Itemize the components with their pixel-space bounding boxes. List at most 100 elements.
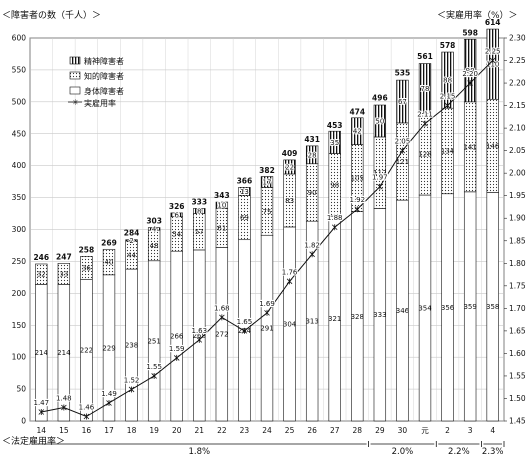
left-axis-ticks: 0 50 100 150 200 250 300 350 400 450 500 550 600	[12, 34, 27, 426]
bar-mental	[396, 79, 409, 124]
legend-marker-rate: ✳	[72, 98, 79, 107]
label-total: 474	[349, 107, 365, 116]
label-intellectual: 57	[195, 228, 204, 236]
label-intellectual: 128	[418, 151, 431, 159]
rate-marker	[219, 314, 225, 321]
legend-swatch-mental	[69, 56, 81, 65]
rate-line: 1.47 1.48 1.46 1.49 1.52 1.55 1.59 1.63 1.68 1.65…	[32, 46, 502, 420]
rate-marker	[241, 327, 248, 334]
label-total: 598	[462, 28, 478, 37]
legal-rate-title: ＜法定雇用率＞	[2, 435, 65, 447]
right-tick-label: 1.95	[509, 191, 526, 200]
label-physical: 291	[260, 325, 273, 333]
x-tick-label: 27	[330, 426, 340, 435]
label-intellectual: 54	[172, 230, 181, 238]
x-tick-label: 17	[104, 426, 114, 435]
left-tick-label: 350	[12, 193, 27, 202]
label-physical: 358	[486, 303, 499, 311]
label-physical: 354	[418, 305, 432, 313]
bar-mental	[260, 176, 274, 188]
label-total: 326	[169, 202, 185, 211]
label-total: 578	[440, 41, 456, 50]
right-tick-label: 1.90	[509, 214, 526, 223]
label-total: 366	[237, 176, 253, 185]
right-tick-label: 1.80	[509, 259, 526, 268]
rate-marker	[467, 80, 473, 87]
right-tick-label: 1.55	[509, 371, 526, 380]
label-total: 431	[304, 135, 320, 144]
rate-marker	[286, 278, 293, 285]
label-mental: 10	[217, 202, 226, 210]
bar-mental	[238, 187, 251, 196]
label-mental: 42	[353, 128, 362, 136]
left-tick-label: 250	[12, 257, 27, 266]
right-tick-label: 1.70	[509, 304, 526, 313]
label-intellectual: 134	[441, 147, 455, 155]
rate-marker	[196, 336, 203, 343]
label-physical: 321	[328, 315, 341, 323]
legal-rate-label: 1.8%	[188, 447, 210, 457]
rate-marker	[173, 354, 180, 361]
legal-rate-label: 2.2%	[448, 447, 470, 457]
label-total: 246	[33, 253, 49, 262]
label-physical: 333	[373, 311, 386, 319]
rate-label: 1.47	[33, 399, 49, 407]
legend-label-physical: 身体障害者	[84, 86, 124, 96]
left-tick-label: 50	[16, 385, 26, 394]
rate-marker	[264, 309, 270, 316]
rate-label: 1.68	[214, 304, 230, 312]
right-tick-label: 2.05	[509, 146, 526, 155]
right-tick-label: 2.10	[509, 124, 526, 133]
bar-intellectual	[102, 248, 116, 276]
label-intellectual: 36	[82, 264, 91, 272]
left-tick-label: 150	[12, 321, 27, 330]
x-tick-label: 3	[468, 426, 473, 435]
label-mental: 67	[398, 98, 407, 106]
bar-mental	[373, 104, 387, 138]
x-tick-label: 20	[172, 426, 182, 435]
x-tick-label: 22	[217, 426, 227, 435]
x-tick-label: 26	[307, 426, 317, 435]
bar-mental	[305, 145, 319, 165]
rate-label: 2.05	[395, 138, 411, 146]
label-physical: 266	[170, 333, 184, 341]
rate-marker	[444, 102, 451, 109]
rate-label: 1.76	[282, 268, 298, 276]
label-physical: 268	[193, 332, 206, 340]
label-physical: 272	[215, 331, 228, 339]
left-tick-label: 600	[12, 34, 27, 43]
label-mental: 2	[129, 237, 133, 245]
label-physical: 238	[125, 342, 138, 350]
label-physical: 214	[35, 349, 49, 357]
rate-label: 1.97	[372, 174, 388, 182]
label-mental: 6	[174, 211, 179, 219]
left-tick-label: 500	[12, 97, 27, 106]
rate-label: 1.92	[349, 196, 365, 204]
rate-label: 1.52	[124, 376, 140, 384]
label-total: 535	[395, 68, 411, 77]
label-physical: 313	[305, 318, 318, 326]
x-axis-ticks: 14 15 16 17 18 19 20 21 22 23 24 25 26 27 28 29 30 元 2 3 4	[37, 426, 496, 435]
rate-label: 1.48	[56, 394, 72, 402]
label-physical: 214	[57, 349, 71, 357]
x-tick-label: 24	[262, 426, 272, 435]
rate-label: 1.46	[79, 403, 95, 411]
label-total: 247	[56, 252, 72, 261]
bar-mental	[328, 130, 341, 154]
label-physical: 304	[283, 320, 297, 328]
bar-mental	[418, 63, 432, 114]
legend: 精神障害者 知的障害者 身体障害者 ✳ 実雇用率	[68, 56, 124, 108]
rate-label: 1.65	[237, 318, 253, 326]
rate-label: 1.88	[327, 214, 343, 222]
right-tick-label: 1.85	[509, 236, 526, 245]
label-mental: 78	[421, 85, 430, 93]
right-axis-ticks: 1.45 1.50 1.55 1.60 1.65 1.70 1.75 1.80 1.85 1.90…	[504, 34, 526, 426]
label-physical: 251	[147, 337, 160, 345]
left-tick-label: 300	[12, 225, 27, 234]
label-mental: 8	[197, 207, 201, 215]
right-tick-label: 1.75	[509, 281, 526, 290]
label-total: 269	[101, 238, 117, 247]
rate-label: 1.55	[146, 363, 162, 371]
rate-label: 2.15	[440, 93, 456, 101]
label-mental: 50	[375, 117, 384, 125]
